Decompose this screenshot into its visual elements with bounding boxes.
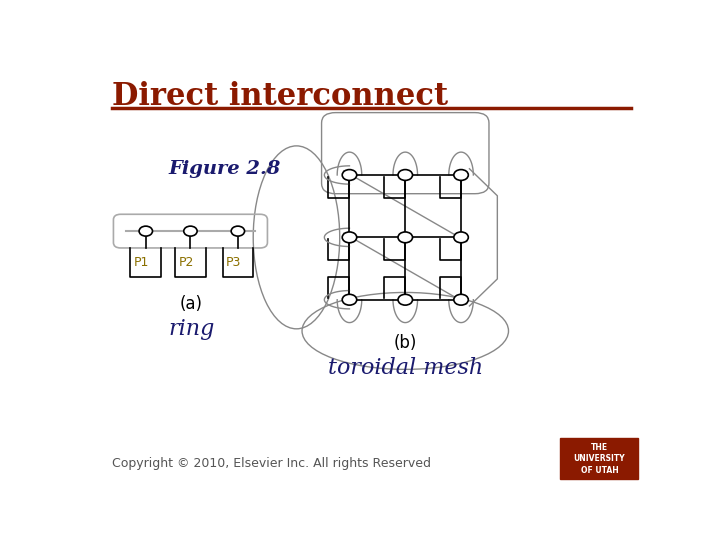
Circle shape bbox=[342, 232, 356, 243]
Text: (b): (b) bbox=[394, 334, 417, 353]
Text: P1: P1 bbox=[134, 256, 149, 269]
Text: P3: P3 bbox=[226, 256, 241, 269]
Text: (a): (a) bbox=[180, 295, 203, 313]
Circle shape bbox=[184, 226, 197, 236]
Circle shape bbox=[398, 294, 413, 305]
Circle shape bbox=[398, 170, 413, 180]
Text: THE
UNIVERSITY
OF UTAH: THE UNIVERSITY OF UTAH bbox=[574, 443, 625, 475]
Text: Figure 2.8: Figure 2.8 bbox=[168, 160, 281, 178]
Text: Copyright © 2010, Elsevier Inc. All rights Reserved: Copyright © 2010, Elsevier Inc. All righ… bbox=[112, 457, 431, 470]
Circle shape bbox=[454, 294, 468, 305]
Circle shape bbox=[139, 226, 153, 236]
Circle shape bbox=[454, 232, 468, 243]
Text: ring: ring bbox=[168, 318, 215, 340]
Circle shape bbox=[454, 170, 468, 180]
Text: P2: P2 bbox=[179, 256, 194, 269]
Circle shape bbox=[342, 294, 356, 305]
Circle shape bbox=[398, 232, 413, 243]
Text: toroidal mesh: toroidal mesh bbox=[328, 357, 483, 379]
Circle shape bbox=[342, 170, 356, 180]
FancyBboxPatch shape bbox=[560, 438, 638, 480]
Circle shape bbox=[231, 226, 245, 236]
Text: Direct interconnect: Direct interconnect bbox=[112, 82, 449, 112]
